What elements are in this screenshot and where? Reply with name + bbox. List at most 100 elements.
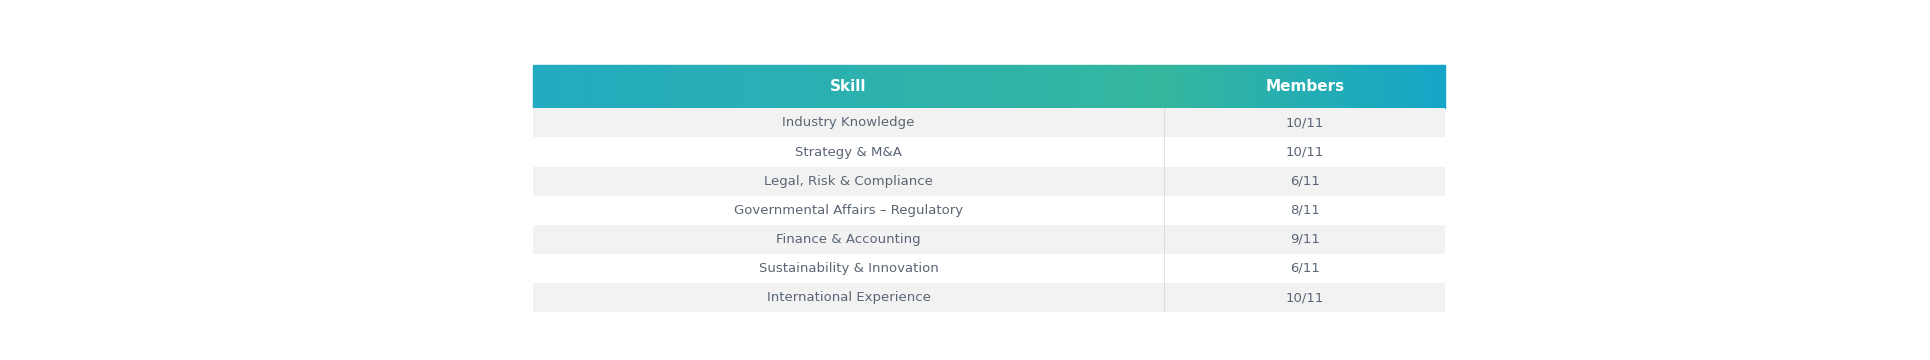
Bar — [755, 66, 757, 108]
Bar — [766, 66, 770, 108]
Bar — [706, 66, 710, 108]
Bar — [593, 66, 596, 108]
Bar — [745, 66, 747, 108]
Bar — [533, 254, 1164, 283]
Bar — [666, 66, 668, 108]
Bar — [608, 66, 612, 108]
Bar — [963, 66, 965, 108]
Bar — [814, 66, 816, 108]
Bar — [618, 66, 621, 108]
Bar — [946, 66, 950, 108]
Bar — [1164, 138, 1446, 167]
Bar — [884, 66, 886, 108]
Bar — [820, 66, 824, 108]
Bar — [573, 66, 577, 108]
Bar — [533, 195, 1164, 225]
Bar — [1048, 66, 1050, 108]
Bar — [865, 66, 867, 108]
Text: Legal, Risk & Compliance: Legal, Risk & Compliance — [764, 175, 932, 188]
Bar — [587, 66, 591, 108]
Bar — [1023, 66, 1025, 108]
Bar — [583, 66, 587, 108]
Bar — [780, 66, 782, 108]
Bar — [905, 66, 909, 108]
Text: Industry Knowledge: Industry Knowledge — [782, 116, 915, 129]
Bar — [695, 66, 697, 108]
Bar — [1144, 66, 1148, 108]
Bar — [979, 66, 980, 108]
Bar — [1015, 66, 1019, 108]
Bar — [676, 66, 677, 108]
Bar — [737, 66, 741, 108]
Bar — [556, 66, 558, 108]
Bar — [564, 66, 567, 108]
Bar — [909, 66, 911, 108]
Bar — [677, 66, 681, 108]
Bar — [824, 66, 826, 108]
Bar — [581, 66, 583, 108]
Bar — [1108, 66, 1110, 108]
Bar — [731, 66, 735, 108]
Bar — [1069, 66, 1073, 108]
Bar — [533, 108, 1164, 138]
Bar — [625, 66, 627, 108]
Bar — [660, 66, 662, 108]
Text: 10/11: 10/11 — [1285, 291, 1324, 304]
Bar — [1019, 66, 1023, 108]
Bar — [720, 66, 722, 108]
Bar — [643, 66, 647, 108]
Bar — [1079, 66, 1083, 108]
Bar — [552, 66, 556, 108]
Bar — [955, 66, 959, 108]
Bar — [1065, 66, 1069, 108]
Bar — [627, 66, 631, 108]
Bar — [1050, 66, 1054, 108]
Bar — [598, 66, 602, 108]
Bar — [1148, 66, 1152, 108]
Bar — [816, 66, 820, 108]
Bar — [722, 66, 726, 108]
Bar — [602, 66, 606, 108]
Text: 10/11: 10/11 — [1285, 145, 1324, 158]
Bar — [1094, 66, 1098, 108]
Bar — [1060, 66, 1063, 108]
Text: 9/11: 9/11 — [1289, 233, 1320, 246]
Bar — [770, 66, 772, 108]
Bar — [1098, 66, 1100, 108]
Text: 8/11: 8/11 — [1289, 204, 1320, 217]
Bar — [662, 66, 666, 108]
Bar — [712, 66, 716, 108]
Bar — [797, 66, 801, 108]
Bar — [577, 66, 581, 108]
Bar — [1135, 66, 1139, 108]
Bar — [921, 66, 924, 108]
Bar — [851, 66, 855, 108]
Bar — [805, 66, 807, 108]
Bar — [807, 66, 811, 108]
Bar — [631, 66, 633, 108]
Text: Sustainability & Innovation: Sustainability & Innovation — [758, 262, 938, 275]
Bar — [537, 66, 538, 108]
Text: 6/11: 6/11 — [1289, 262, 1320, 275]
Bar — [571, 66, 573, 108]
Bar — [1154, 66, 1158, 108]
Bar — [562, 66, 564, 108]
Bar — [953, 66, 955, 108]
Bar — [971, 66, 975, 108]
Bar — [1029, 66, 1031, 108]
Bar — [990, 66, 994, 108]
Bar — [1075, 66, 1079, 108]
Bar — [840, 66, 841, 108]
Bar — [1164, 108, 1446, 138]
Bar — [1164, 195, 1446, 225]
Bar — [984, 66, 988, 108]
Bar — [1006, 66, 1009, 108]
Bar — [998, 66, 1000, 108]
Bar — [782, 66, 786, 108]
Bar — [762, 66, 766, 108]
Bar — [1162, 66, 1164, 108]
Bar — [1127, 66, 1129, 108]
Bar — [1117, 66, 1119, 108]
Bar — [650, 66, 652, 108]
Text: Members: Members — [1266, 79, 1345, 94]
